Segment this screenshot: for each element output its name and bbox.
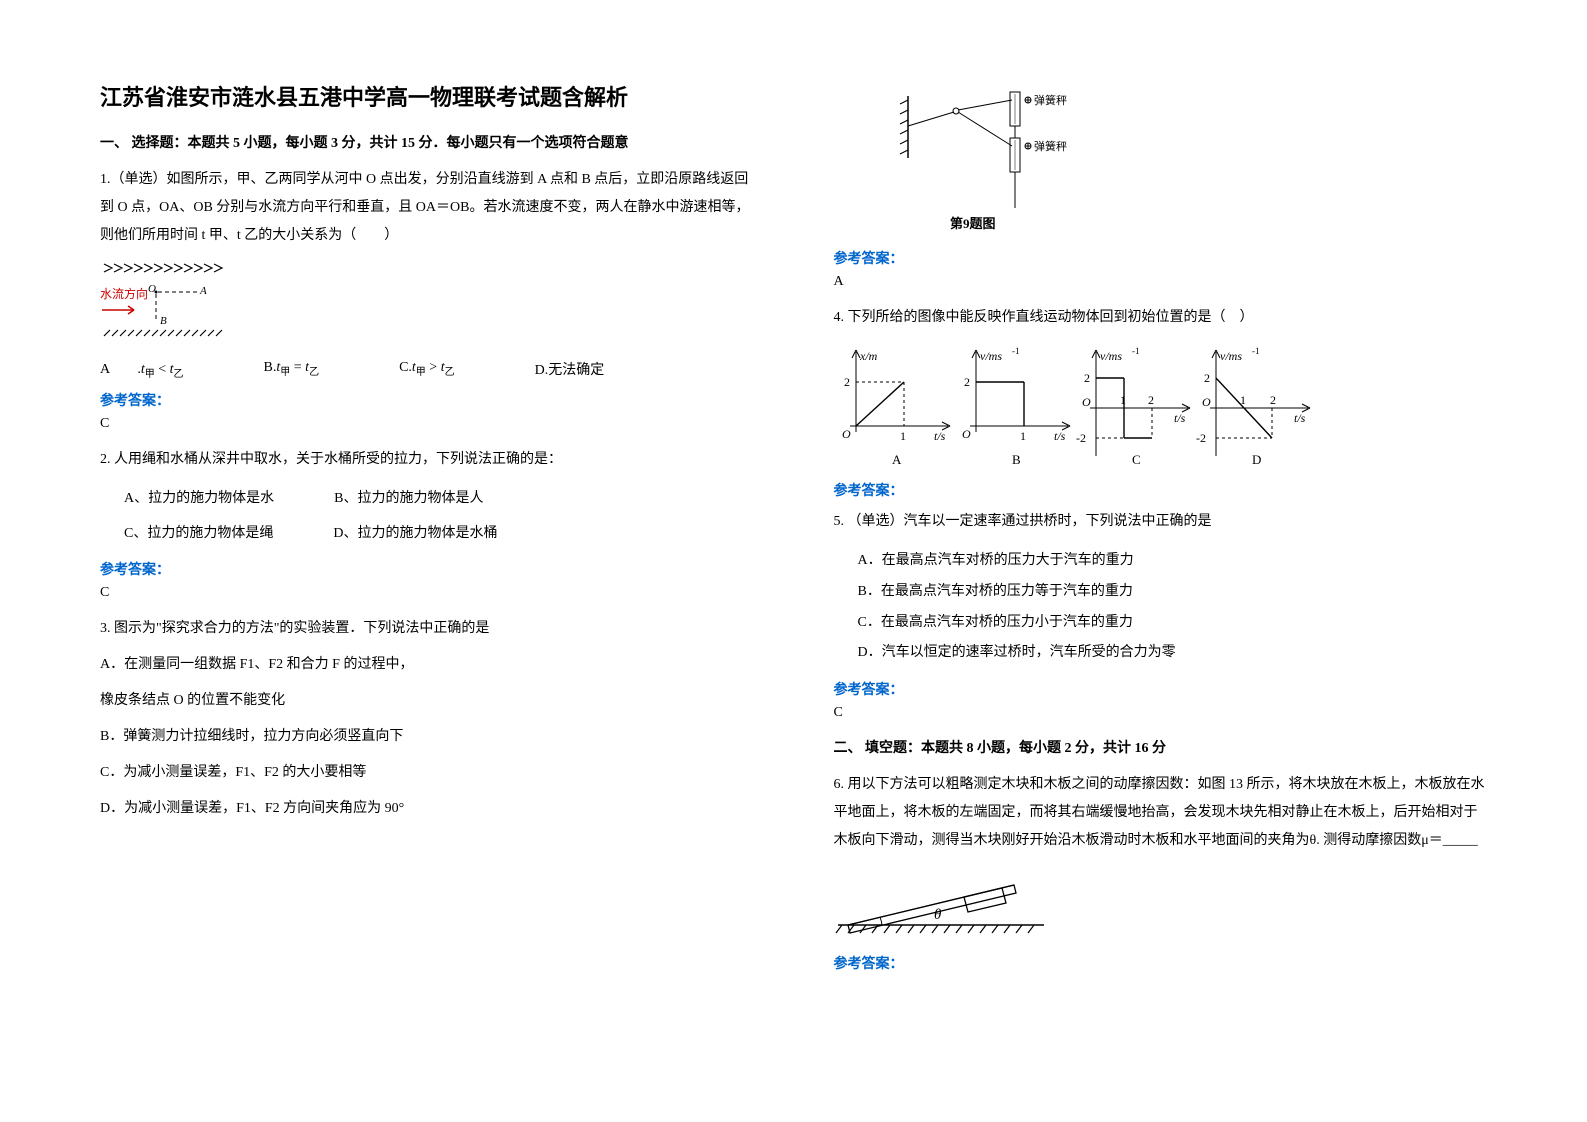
svg-text:-1: -1	[1012, 346, 1020, 356]
q2-optD: D、拉力的施力物体是水桶	[333, 519, 497, 550]
svg-text:v/ms: v/ms	[980, 349, 1002, 363]
q3-ans: A	[834, 274, 1488, 290]
left-column: 江苏省淮安市涟水县五港中学高一物理联考试题含解析 一、 选择题：本题共 5 小题…	[100, 80, 754, 1082]
svg-text:弹簧秤: 弹簧秤	[1034, 93, 1067, 107]
svg-text:2: 2	[1204, 371, 1210, 385]
svg-text:v/ms: v/ms	[1100, 349, 1122, 363]
svg-text:1: 1	[900, 429, 906, 443]
q4-figure: x/m 2 O 1 t/s A v/ms -1 2 O 1 t/s	[834, 340, 1488, 470]
q1-optD: D.无法确定	[535, 359, 605, 379]
svg-text:t/s: t/s	[934, 429, 946, 443]
q3-optA: A．在测量同一组数据 F1、F2 和合力 F 的过程中，	[100, 651, 754, 679]
svg-text:t/s: t/s	[1174, 411, 1186, 425]
q5-optC: C．在最高点汽车对桥的压力小于汽车的重力	[858, 608, 1488, 639]
svg-text:O: O	[962, 427, 971, 441]
svg-text:t/s: t/s	[1054, 429, 1066, 443]
svg-text:-1: -1	[1132, 346, 1140, 356]
q1-ans: C	[100, 416, 754, 432]
q2-optC: C、拉力的施力物体是绳	[124, 519, 273, 550]
q2-ans-label: 参考答案：	[100, 559, 754, 579]
q6-ans-label: 参考答案：	[834, 953, 1488, 973]
svg-text:v/ms: v/ms	[1220, 349, 1242, 363]
q1-optB: B.t甲 = t乙	[264, 360, 320, 378]
svg-text:水流方向: 水流方向	[100, 286, 148, 301]
q3-optA2: 橡皮条结点 O 的位置不能变化	[100, 687, 754, 715]
svg-text:x/m: x/m	[859, 349, 878, 363]
svg-text:2: 2	[844, 375, 850, 389]
q6-figure: θ	[834, 863, 1488, 943]
q1-ans-label: 参考答案：	[100, 390, 754, 410]
section1-heading: 一、 选择题：本题共 5 小题，每小题 3 分，共计 15 分．每小题只有一个选…	[100, 132, 754, 152]
q5-ans: C	[834, 705, 1488, 721]
q1-optC: C.t甲 > t乙	[399, 360, 455, 378]
q5-optD: D．汽车以恒定的速率过桥时，汽车所受的合力为零	[858, 638, 1488, 669]
svg-text:-2: -2	[1076, 431, 1086, 445]
q3-ans-label: 参考答案：	[834, 248, 1488, 268]
svg-text:2: 2	[1270, 393, 1276, 407]
q1-figure: 水流方向 O A B	[100, 258, 754, 348]
q4-text: 4. 下列所给的图像中能反映作直线运动物体回到初始位置的是（ ）	[834, 304, 1488, 332]
svg-text:-2: -2	[1196, 431, 1206, 445]
q5-text: 5. （单选）汽车以一定速率通过拱桥时，下列说法中正确的是	[834, 508, 1488, 536]
svg-text:1: 1	[1120, 393, 1126, 407]
q2-optB: B、拉力的施力物体是人	[334, 484, 483, 515]
svg-text:A: A	[199, 285, 207, 297]
q1-optA: A .t甲 < t乙	[100, 358, 184, 380]
page-title: 江苏省淮安市涟水县五港中学高一物理联考试题含解析	[100, 80, 754, 112]
svg-text:B: B	[160, 315, 167, 327]
svg-text:2: 2	[1148, 393, 1154, 407]
svg-text:θ: θ	[934, 907, 942, 923]
q5-options: A．在最高点汽车对桥的压力大于汽车的重力 B．在最高点汽车对桥的压力等于汽车的重…	[858, 546, 1488, 669]
svg-text:C: C	[1132, 452, 1141, 467]
q2-options: A、拉力的施力物体是水 B、拉力的施力物体是人 C、拉力的施力物体是绳 D、拉力…	[124, 484, 754, 550]
q3-figure: 弹簧秤 弹簧秤 第9题图	[894, 88, 1488, 238]
svg-text:第9题图: 第9题图	[950, 216, 996, 231]
q5-optB: B．在最高点汽车对桥的压力等于汽车的重力	[858, 577, 1488, 608]
svg-text:弹簧秤: 弹簧秤	[1034, 139, 1067, 153]
q2-optA: A、拉力的施力物体是水	[124, 484, 274, 515]
q1-options: A .t甲 < t乙 B.t甲 = t乙 C.t甲 > t乙 D.无法确定	[100, 358, 754, 380]
q2-ans: C	[100, 585, 754, 601]
right-column: 弹簧秤 弹簧秤 第9题图 参考答案： A 4. 下列所给的图像中能反映作直线运动…	[834, 80, 1488, 1082]
q3-optC: C．为减小测量误差，F1、F2 的大小要相等	[100, 759, 754, 787]
q4-ans-label: 参考答案：	[834, 480, 1488, 500]
svg-text:A: A	[892, 452, 902, 467]
svg-text:O: O	[842, 427, 851, 441]
q3-optB: B．弹簧测力计拉细线时，拉力方向必须竖直向下	[100, 723, 754, 751]
svg-text:B: B	[1012, 452, 1021, 467]
svg-text:1: 1	[1020, 429, 1026, 443]
q5-optA: A．在最高点汽车对桥的压力大于汽车的重力	[858, 546, 1488, 577]
q3-optD: D．为减小测量误差，F1、F2 方向间夹角应为 90°	[100, 795, 754, 823]
svg-text:2: 2	[964, 375, 970, 389]
svg-text:O: O	[148, 283, 156, 295]
svg-text:O: O	[1082, 395, 1091, 409]
section2-heading: 二、 填空题：本题共 8 小题，每小题 2 分，共计 16 分	[834, 737, 1488, 757]
svg-text:-1: -1	[1252, 346, 1260, 356]
q1-text: 1.（单选）如图所示，甲、乙两同学从河中 O 点出发，分别沿直线游到 A 点和 …	[100, 166, 754, 250]
q5-ans-label: 参考答案：	[834, 679, 1488, 699]
svg-text:t/s: t/s	[1294, 411, 1306, 425]
svg-text:D: D	[1252, 452, 1261, 467]
svg-text:2: 2	[1084, 371, 1090, 385]
svg-text:1: 1	[1240, 393, 1246, 407]
q3-text: 3. 图示为"探究求合力的方法"的实验装置．下列说法中正确的是	[100, 615, 754, 643]
svg-text:O: O	[1202, 395, 1211, 409]
q2-text: 2. 人用绳和水桶从深井中取水，关于水桶所受的拉力，下列说法正确的是：	[100, 446, 754, 474]
q6-text: 6. 用以下方法可以粗略测定木块和木板之间的动摩擦因数：如图 13 所示，将木块…	[834, 771, 1488, 855]
